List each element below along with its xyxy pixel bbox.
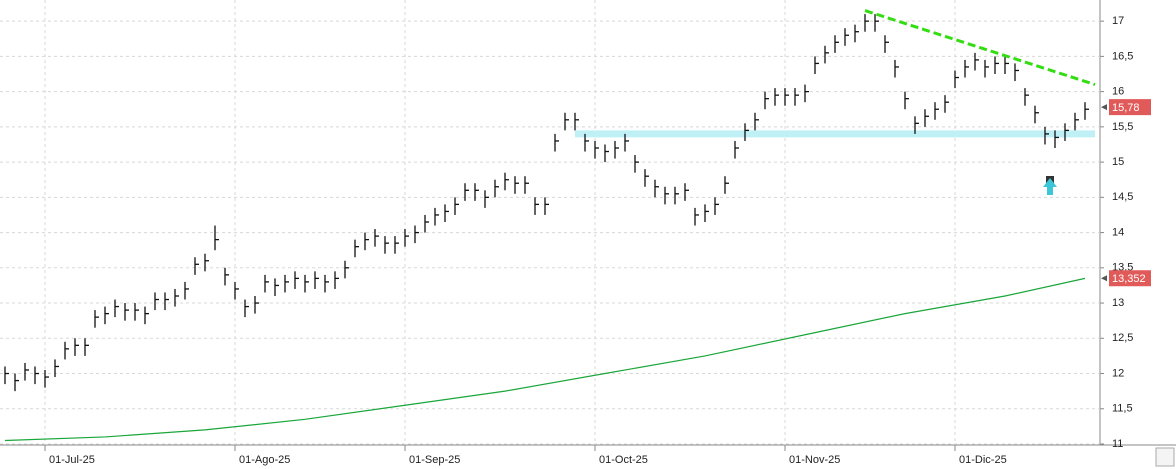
y-tick-label: 11,5 — [1112, 403, 1133, 415]
y-tick-label: 15 — [1112, 156, 1124, 168]
x-tick-label: 01-Oct-25 — [599, 454, 648, 466]
y-tick-label: 13 — [1112, 297, 1124, 309]
y-tick-label: 17 — [1112, 15, 1124, 27]
y-tick-label: 15,5 — [1112, 121, 1133, 133]
price-pointer — [1101, 275, 1107, 282]
x-tick-label: 01-Sep-25 — [409, 454, 460, 466]
price-pointer — [1101, 104, 1107, 111]
x-tick-label: 01-Jul-25 — [49, 454, 95, 466]
moving-average — [4, 277, 1086, 442]
price-label-box — [1109, 270, 1151, 287]
trendline — [864, 9, 1096, 86]
y-tick-label: 14,5 — [1112, 191, 1133, 203]
y-tick-label: 14 — [1112, 226, 1124, 238]
signal-arrow — [1043, 176, 1057, 195]
y-tick-label: 16,5 — [1112, 50, 1133, 62]
price-label-box — [1109, 99, 1151, 116]
price-label: 15,78 — [1112, 102, 1140, 114]
y-tick-label: 12,5 — [1112, 332, 1133, 344]
settings-button[interactable] — [1155, 447, 1175, 467]
y-tick-label: 11 — [1112, 438, 1123, 450]
price-label: 13,352 — [1112, 273, 1146, 285]
x-tick-label: 01-Nov-25 — [789, 454, 840, 466]
y-tick-label: 16 — [1112, 86, 1124, 98]
x-tick-label: 01-Dic-25 — [959, 454, 1007, 466]
y-tick-label: 12 — [1112, 367, 1124, 379]
x-tick-label: 01-Ago-25 — [239, 454, 290, 466]
